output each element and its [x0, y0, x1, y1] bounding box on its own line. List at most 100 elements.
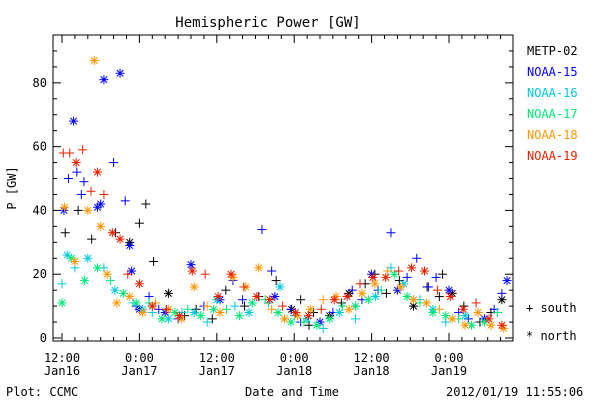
data-point-south: [412, 253, 422, 263]
data-point-north: [186, 260, 196, 270]
data-point-north: [270, 292, 280, 302]
data-point-south: [299, 317, 309, 327]
data-point-north: [484, 314, 494, 324]
data-point-south: [65, 148, 75, 158]
data-point-north: [486, 320, 496, 330]
x-tick-label: 0:00: [280, 351, 309, 365]
data-point-south: [318, 323, 328, 333]
data-point-south: [240, 301, 250, 311]
x-tick-date-label: Jan19: [431, 364, 467, 378]
data-point-south: [383, 266, 393, 276]
data-point-north: [138, 307, 148, 317]
data-point-south: [394, 266, 404, 276]
data-point-north: [441, 311, 451, 321]
y-axis: 0 20 40 60 80: [33, 50, 513, 345]
data-point-south: [221, 304, 231, 314]
data-point-north: [370, 279, 380, 289]
data-point-south: [394, 276, 404, 286]
data-point-north: [110, 285, 120, 295]
data-point-south: [72, 167, 82, 177]
y-tick-label: 0: [40, 331, 47, 345]
data-point-north: [226, 269, 236, 279]
data-point-north: [118, 288, 128, 298]
data-point-south: [87, 234, 97, 244]
data-point-north: [147, 301, 157, 311]
data-point-north: [290, 307, 300, 317]
data-point-south: [73, 205, 83, 215]
data-point-south: [492, 307, 502, 317]
data-point-north: [252, 292, 262, 302]
data-point-north: [83, 253, 93, 263]
data-point-south: [304, 320, 314, 330]
data-point-north: [275, 282, 285, 292]
data-point-north: [419, 266, 429, 276]
data-point-north: [131, 298, 141, 308]
data-point-south: [267, 266, 277, 276]
data-point-south: [105, 276, 115, 286]
data-point-south: [79, 177, 89, 187]
data-point-south: [386, 228, 396, 238]
data-point-south: [63, 174, 73, 184]
x-tick-label: 12:00: [354, 351, 390, 365]
x-tick-date-label: Jan18: [354, 364, 390, 378]
data-point-north: [96, 221, 106, 231]
data-point-north: [280, 314, 290, 324]
data-point-north: [428, 307, 438, 317]
data-point-south: [99, 189, 109, 199]
data-point-south: [202, 317, 212, 327]
data-point-south: [86, 186, 96, 196]
x-tick-label: 12:00: [44, 351, 80, 365]
data-point-north: [57, 298, 67, 308]
data-point-south: [434, 304, 444, 314]
x-tick-date-label: Jan17: [199, 364, 235, 378]
data-point-south: [60, 228, 70, 238]
data-point-north: [134, 279, 144, 289]
data-point-south: [438, 269, 448, 279]
data-point-north: [363, 295, 373, 305]
x-tick-date-label: Jan18: [276, 364, 312, 378]
data-point-south: [432, 285, 442, 295]
data-point-north: [125, 292, 135, 302]
data-point-north: [60, 202, 70, 212]
legend-item: METP-02: [527, 44, 578, 58]
data-point-south: [402, 272, 412, 282]
data-point-north: [92, 263, 102, 273]
data-point-south: [257, 225, 267, 235]
data-point-north: [342, 292, 352, 302]
data-point-north: [357, 288, 367, 298]
data-point-north: [70, 256, 80, 266]
data-point-north: [402, 292, 412, 302]
x-tick-label: 0:00: [435, 351, 464, 365]
legend-item: NOAA-17: [527, 107, 578, 121]
data-point-north: [305, 304, 315, 314]
data-point-south: [207, 314, 217, 324]
data-point-north: [80, 276, 90, 286]
x-axis: 12:00Jan160:00Jan1712:00Jan170:00Jan1812…: [44, 35, 502, 378]
data-point-south: [109, 158, 119, 168]
data-point-south: [381, 288, 391, 298]
data-point-north: [445, 292, 455, 302]
legend-item: NOAA-19: [527, 149, 578, 163]
data-point-north: [350, 301, 360, 311]
data-point-south: [376, 285, 386, 295]
data-point-north: [234, 311, 244, 321]
data-point-north: [389, 269, 399, 279]
data-point-north: [370, 292, 380, 302]
data-point-north: [479, 317, 489, 327]
data-point-north: [312, 320, 322, 330]
data-point-north: [368, 272, 378, 282]
data-point-south: [149, 256, 159, 266]
data-point-north: [107, 228, 117, 238]
data-point-north: [209, 304, 219, 314]
data-point-south: [338, 301, 348, 311]
data-point-north: [125, 241, 135, 251]
data-point-north: [244, 307, 254, 317]
x-tick-date-label: Jan16: [44, 364, 80, 378]
data-point-south: [423, 282, 433, 292]
data-point-north: [92, 167, 102, 177]
data-point-north: [196, 311, 206, 321]
data-point-south: [230, 301, 240, 311]
data-point-north: [303, 311, 313, 321]
data-point-north: [396, 282, 406, 292]
